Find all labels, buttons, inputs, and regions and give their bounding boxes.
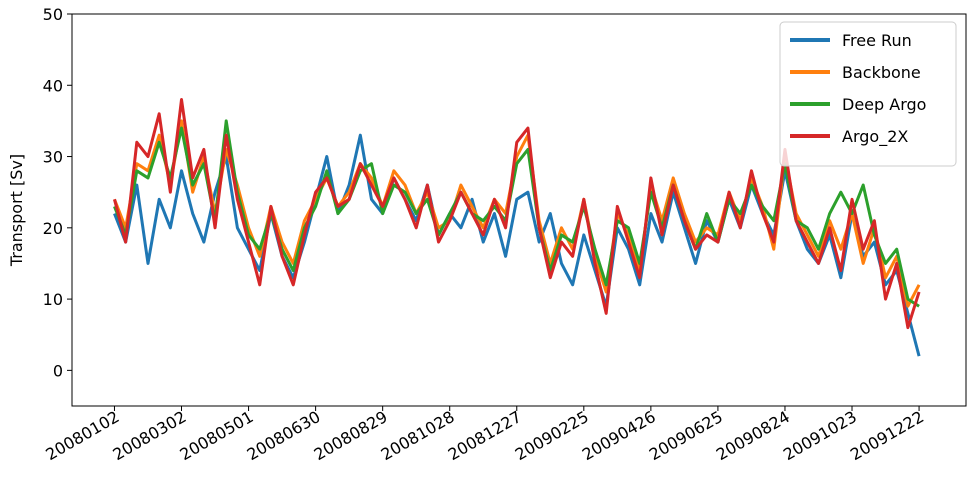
plot-frame — [71, 13, 967, 407]
y-tick-label: 40 — [43, 76, 63, 95]
y-tick-label: 0 — [53, 361, 63, 380]
x-tick-label: 20080501 — [177, 407, 257, 464]
legend-label: Deep Argo — [842, 95, 926, 114]
y-tick-label: 10 — [43, 290, 63, 309]
x-tick-label: 20090824 — [713, 407, 793, 464]
x-tick-label: 20090426 — [579, 407, 659, 464]
x-tick-label: 20080630 — [244, 407, 324, 464]
legend-label: Backbone — [842, 63, 921, 82]
x-tick-label: 20091222 — [847, 407, 927, 464]
x-tick-label: 20080102 — [42, 407, 122, 464]
y-tick-label: 20 — [43, 219, 63, 238]
x-tick-label: 20081028 — [378, 407, 458, 464]
y-axis-label: Transport [Sv] — [7, 154, 26, 267]
x-tick-label: 20091023 — [780, 407, 860, 464]
x-tick-label: 20090225 — [512, 407, 592, 464]
legend: Free Run Backbone Deep Argo Argo_2X — [779, 21, 957, 167]
x-tick-label: 20081227 — [445, 407, 525, 464]
y-tick-label: 30 — [43, 148, 63, 167]
x-tick-label: 20080829 — [311, 407, 391, 464]
legend-label: Argo_2X — [842, 127, 908, 147]
legend-box — [779, 21, 957, 167]
legend-label: Free Run — [842, 31, 912, 50]
y-tick-label: 50 — [43, 5, 63, 24]
x-tick-label: 20080302 — [109, 407, 189, 464]
x-tick-label: 20090625 — [646, 407, 726, 464]
